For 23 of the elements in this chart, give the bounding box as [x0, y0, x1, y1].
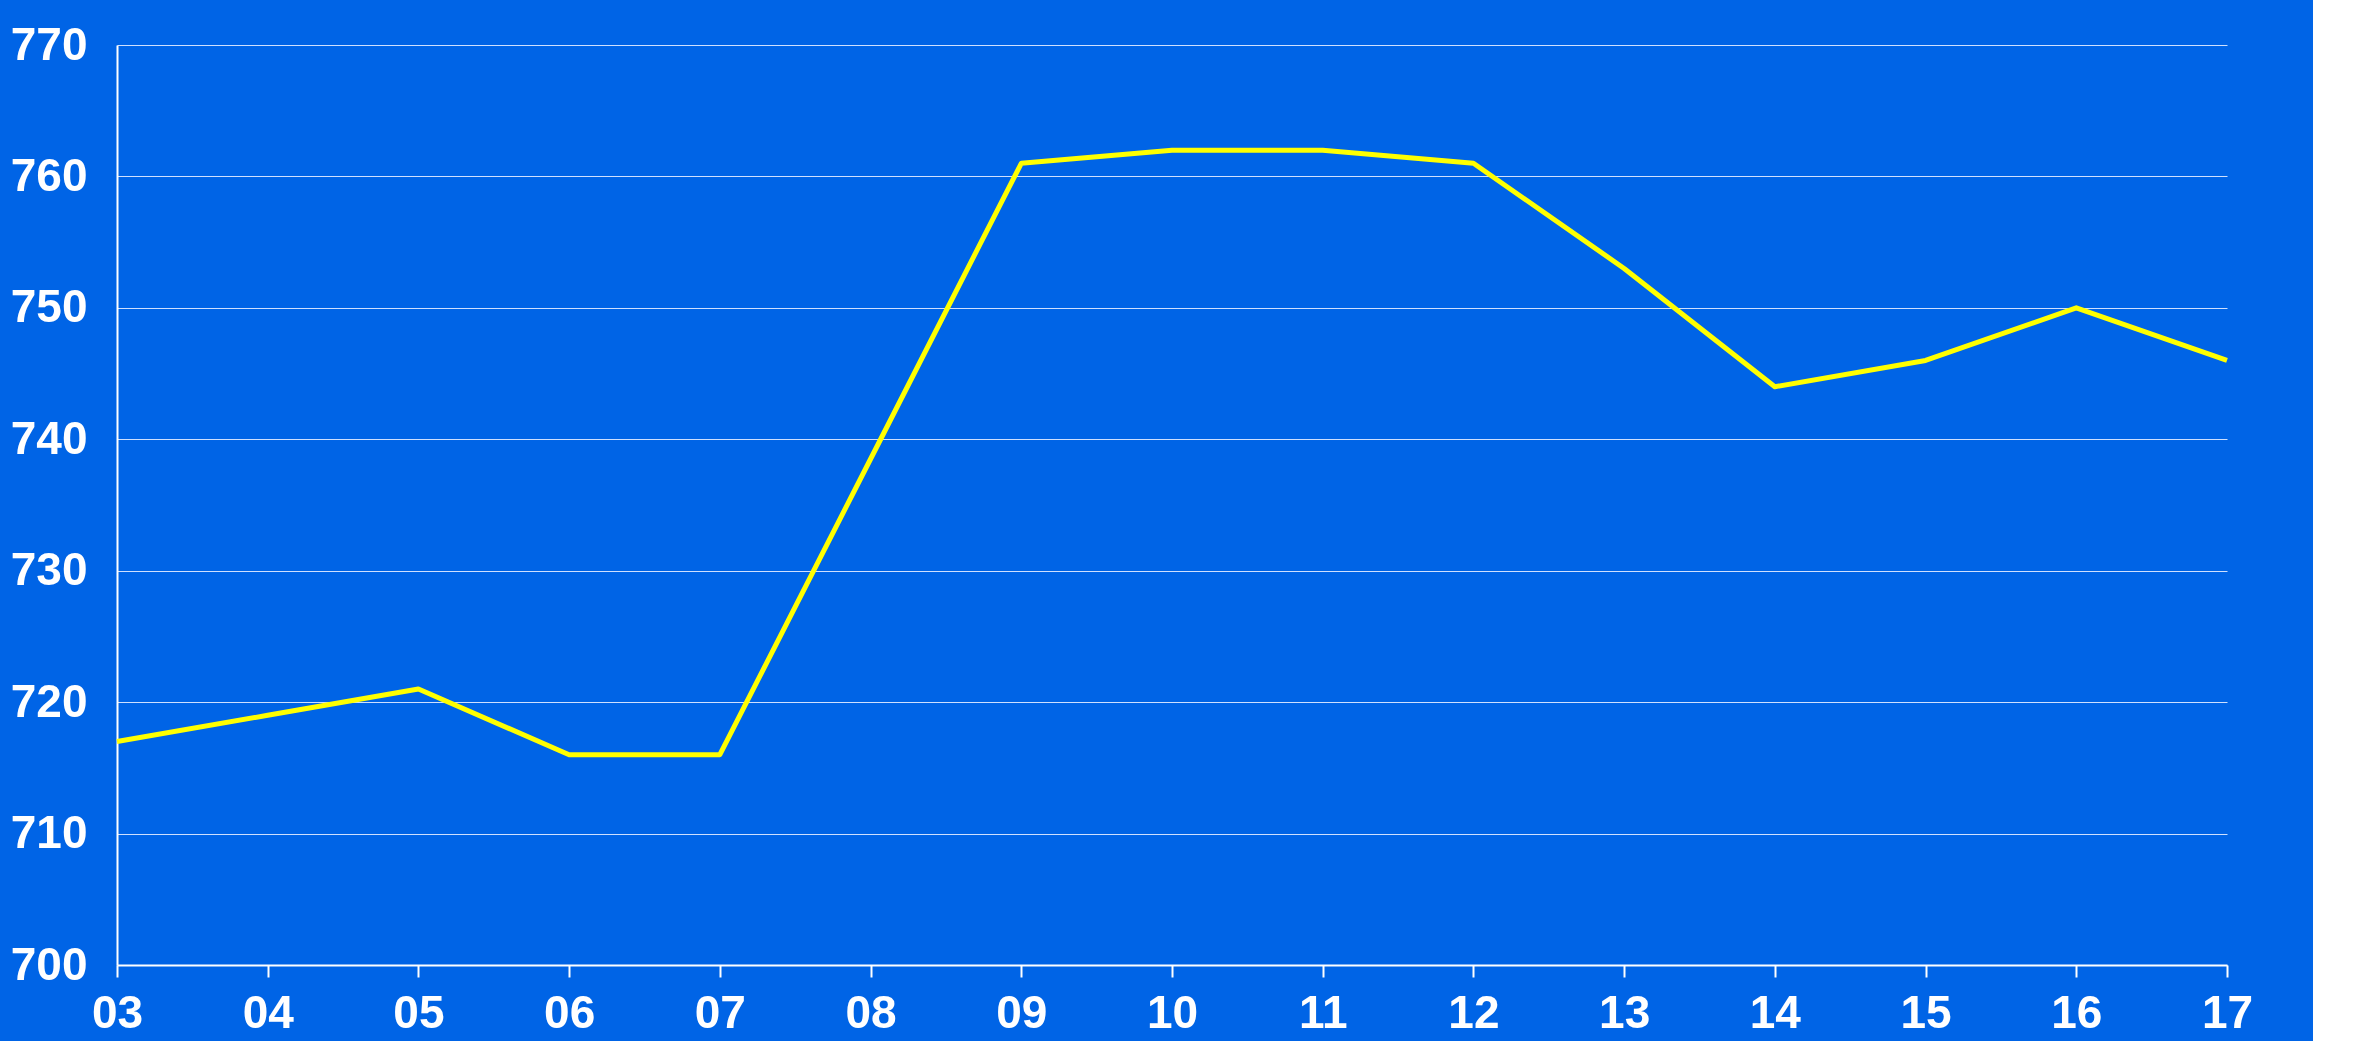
x-tick-label: 06	[544, 985, 596, 1038]
x-tick-label: 14	[1749, 985, 1802, 1038]
x-tick-label: 12	[1448, 985, 1500, 1038]
x-tick-label: 05	[393, 985, 445, 1038]
x-tick-label: 07	[694, 985, 746, 1038]
y-tick-label: 740	[10, 411, 88, 464]
x-tick-label: 08	[845, 985, 897, 1038]
x-tick-label: 17	[2201, 985, 2254, 1038]
y-tick-label: 700	[10, 937, 88, 990]
x-tick-label: 13	[1599, 985, 1651, 1038]
y-tick-label: 770	[10, 17, 88, 70]
x-tick-label: 15	[1900, 985, 1952, 1038]
x-tick-label: 09	[996, 985, 1048, 1038]
x-tick-label: 11	[1298, 985, 1348, 1038]
x-tick-label: 04	[242, 985, 295, 1038]
y-tick-label: 750	[10, 280, 88, 333]
y-tick-label: 720	[10, 674, 88, 727]
x-tick-label: 16	[2051, 985, 2103, 1038]
x-tick-label: 10	[1146, 985, 1199, 1038]
x-tick-label: 03	[91, 985, 144, 1038]
y-tick-label: 730	[10, 543, 88, 596]
y-tick-label: 760	[10, 148, 88, 201]
y-tick-label: 710	[10, 806, 88, 859]
